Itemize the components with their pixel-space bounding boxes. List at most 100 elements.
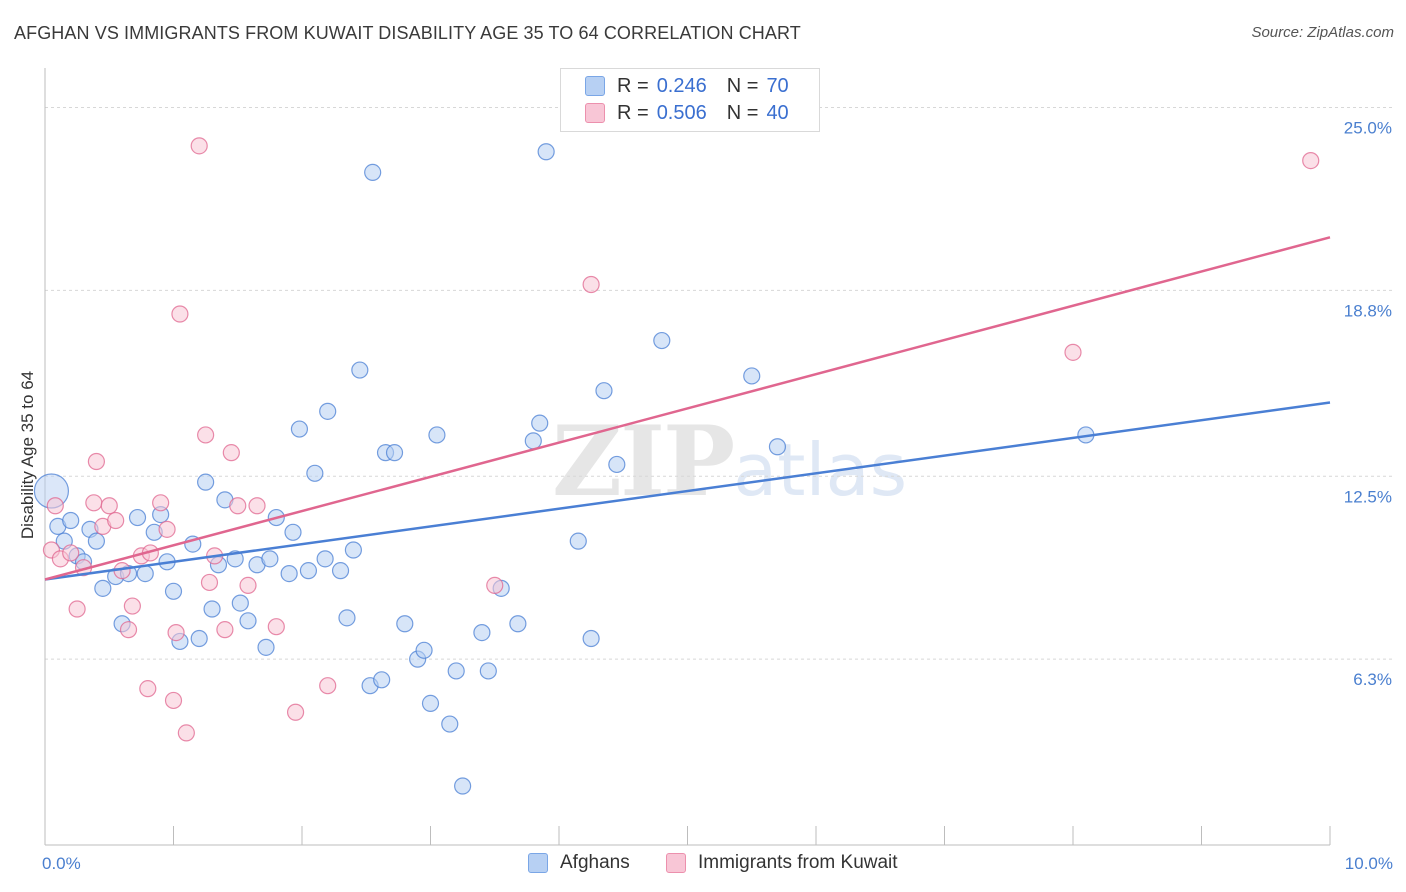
afghans-point xyxy=(94,579,112,597)
kuwait-point xyxy=(190,137,208,155)
kuwait-point xyxy=(107,511,125,530)
afghans-point xyxy=(231,594,249,612)
series-swatch-kuwait xyxy=(666,853,686,873)
kuwait-point xyxy=(582,275,600,294)
kuwait-point xyxy=(1302,152,1320,170)
afghans-point xyxy=(344,541,362,559)
legend-n-value: 40 xyxy=(766,101,789,124)
afghans-point xyxy=(608,455,626,474)
kuwait-trend-line xyxy=(44,236,1331,581)
kuwait-point xyxy=(239,576,257,595)
afghans-point xyxy=(454,777,472,795)
kuwait-point xyxy=(216,621,234,639)
afghans-point xyxy=(524,432,542,450)
watermark-zip: ZIP xyxy=(552,405,735,518)
legend-swatch-afghans xyxy=(585,76,605,96)
afghans-point xyxy=(87,532,106,550)
kuwait-point xyxy=(123,597,141,615)
afghans-point xyxy=(128,508,147,527)
series-legend-label: Immigrants from Kuwait xyxy=(698,852,898,873)
afghans-point xyxy=(319,402,337,420)
y-tick-label: 25.0% xyxy=(1344,119,1392,138)
afghans-point xyxy=(385,444,404,462)
kuwait-point xyxy=(1064,343,1082,361)
series-swatch-afghans xyxy=(528,853,548,873)
afghans-point xyxy=(290,420,309,438)
kuwait-point xyxy=(152,494,170,512)
y-tick-label: 12.5% xyxy=(1344,487,1392,506)
kuwait-point xyxy=(319,677,337,695)
afghans-point xyxy=(743,367,761,385)
afghans-point xyxy=(447,662,465,680)
afghans-point xyxy=(373,671,391,689)
legend-row-afghans: R = 0.246 N = 70 xyxy=(585,73,789,99)
kuwait-point xyxy=(267,618,285,636)
afghans-point xyxy=(62,511,80,530)
afghans-point xyxy=(316,550,334,568)
afghans-point xyxy=(653,331,671,350)
kuwait-point xyxy=(158,520,176,538)
kuwait-point xyxy=(286,703,305,721)
chart-title: AFGHAN VS IMMIGRANTS FROM KUWAIT DISABIL… xyxy=(14,23,801,43)
legend-r-value: 0.246 xyxy=(656,74,707,97)
afghans-point xyxy=(136,564,154,583)
afghans-point xyxy=(280,564,298,583)
grid-lines xyxy=(45,107,1392,660)
afghans-point xyxy=(473,623,491,642)
afghans-trend-line xyxy=(44,401,1331,581)
afghans-point xyxy=(331,562,350,580)
x-tick-label: 10.0% xyxy=(1345,854,1393,873)
afghans-point xyxy=(261,550,279,568)
series-legend-kuwait[interactable]: Immigrants from Kuwait xyxy=(666,852,898,874)
legend-swatch-kuwait xyxy=(585,103,605,123)
axes xyxy=(44,68,1331,846)
afghans-point xyxy=(190,629,208,648)
watermark: ZIPatlas xyxy=(552,405,907,518)
afghans-point xyxy=(441,715,459,733)
afghans-point xyxy=(531,414,549,432)
afghans-point xyxy=(239,612,257,630)
legend-n-label: N = xyxy=(726,74,759,97)
afghans-point xyxy=(164,582,183,600)
kuwait-point xyxy=(87,452,106,471)
kuwait-point xyxy=(139,680,157,698)
watermark-atlas: atlas xyxy=(733,428,908,512)
afghans-point xyxy=(257,638,275,656)
legend-row-kuwait: R = 0.506 N = 40 xyxy=(585,100,789,126)
afghans-point xyxy=(338,609,356,627)
kuwait-point xyxy=(222,444,240,462)
y-axis-label: Disability Age 35 to 64 xyxy=(18,371,37,539)
kuwait-point xyxy=(164,691,183,710)
kuwait-point xyxy=(46,497,64,515)
afghans-point xyxy=(428,426,446,444)
kuwait-point xyxy=(197,426,215,444)
kuwait-point xyxy=(177,724,195,742)
afghans-point xyxy=(364,163,382,181)
x-tick-labels: 0.0% 10.0% xyxy=(42,854,1393,873)
afghans-point xyxy=(537,143,555,161)
afghans-point xyxy=(284,523,302,541)
afghans-point xyxy=(415,641,433,659)
afghans-point xyxy=(197,473,215,491)
kuwait-point xyxy=(167,623,185,642)
afghans-point xyxy=(569,532,587,550)
kuwait-point xyxy=(248,497,266,515)
legend-r-label: R = xyxy=(617,74,649,97)
series-legend-afghans[interactable]: Afghans xyxy=(528,852,630,874)
kuwait-point xyxy=(119,621,138,639)
legend-r-label: R = xyxy=(617,101,649,124)
trend-lines xyxy=(44,236,1331,581)
series-legend-label: Afghans xyxy=(560,852,630,873)
kuwait-point xyxy=(171,305,189,323)
afghans-point xyxy=(509,615,527,633)
correlation-legend: R = 0.246 N = 70 R = 0.506 N = 40 xyxy=(560,68,820,132)
x-tick-label: 0.0% xyxy=(42,854,81,873)
legend-n-value: 70 xyxy=(766,74,789,97)
data-points xyxy=(33,137,1320,795)
afghans-point xyxy=(582,629,600,648)
y-tick-labels: 6.3% 12.5% 18.8% 25.0% xyxy=(1344,119,1392,690)
afghans-point xyxy=(479,662,497,680)
afghans-point xyxy=(768,438,787,456)
legend-r-value: 0.506 xyxy=(656,101,707,124)
